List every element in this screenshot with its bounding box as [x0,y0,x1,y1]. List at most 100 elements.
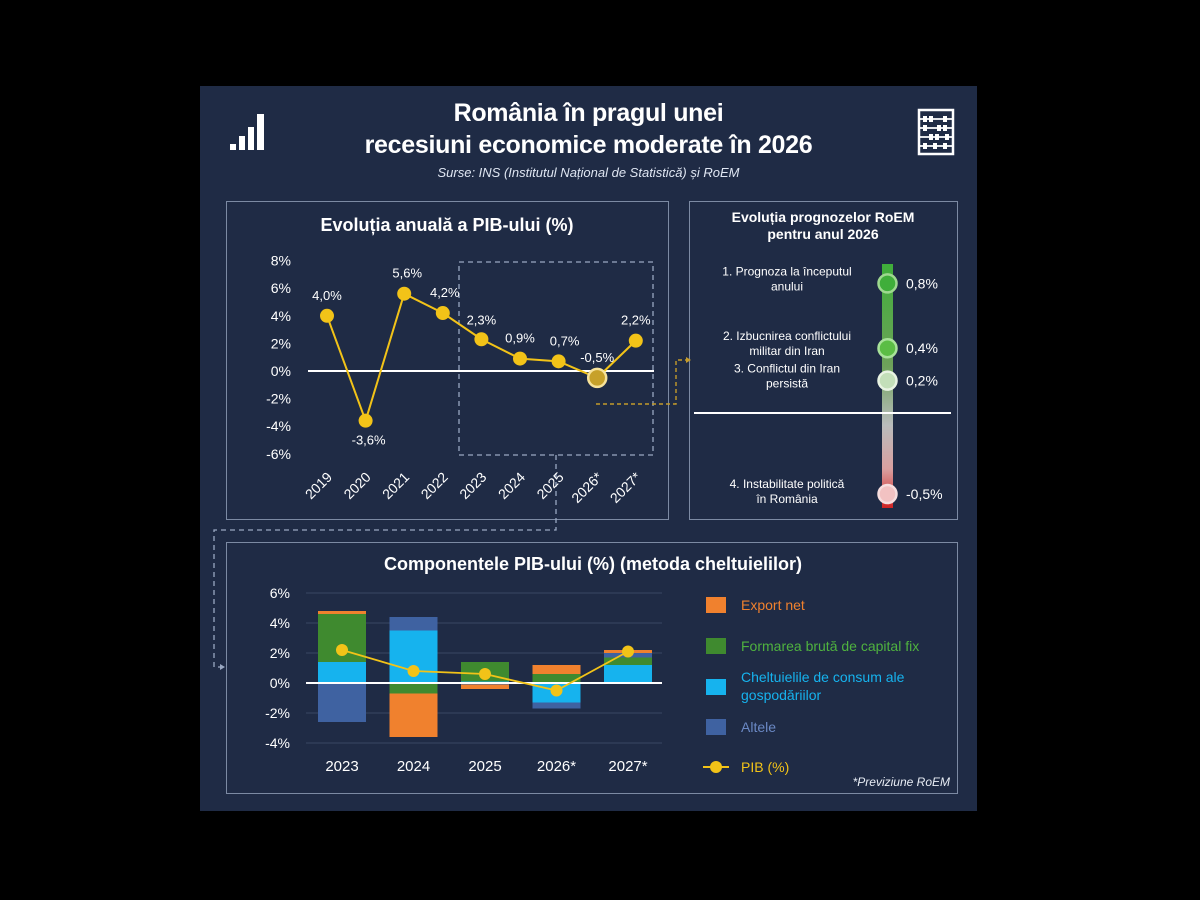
pib-point [407,665,420,677]
infographic-card: România în pragul unei recesiuni economi… [200,86,977,811]
bar-segment [461,684,509,689]
pib-point [479,668,491,680]
gdp-data-label: -3,6% [352,433,386,448]
gdp-data-label: 0,7% [550,333,580,348]
gdp-data-label: 5,6% [392,266,422,281]
line-x-tick-label: 2025 [533,469,566,502]
gdp-point [513,351,527,366]
forecast-label-line2: anului [771,279,803,293]
bar-segment [532,702,581,709]
gdp-point [397,286,412,301]
line-chart-title: Evoluția anuală a PIB-ului (%) [320,215,573,235]
line-y-tick-label: 6% [271,280,291,296]
line-y-tick-label: 4% [271,308,291,324]
legend-label-consum-line2: gospodăriilor [741,687,821,703]
bar-segment [389,683,438,694]
line-y-tick-label: -6% [266,446,291,462]
line-x-tick-label: 2019 [302,469,335,502]
gdp-data-label: 4,2% [430,285,460,300]
bar-segment [604,665,652,683]
gdp-data-label: 2,3% [467,312,497,327]
gdp-point [435,306,450,321]
gdp-data-label: 0,9% [505,331,535,346]
bar-y-tick-label: 4% [270,615,290,631]
forecast-label-line1: 2. Izbucnirea conflictului [723,329,851,343]
bar-x-tick-label: 2023 [325,758,358,775]
pib-point [550,684,563,697]
bar-y-tick-label: -2% [265,705,290,721]
forecast-point [877,370,898,391]
abacus-icon [917,108,955,156]
bar-y-tick-label: 0% [270,675,290,691]
gdp-line-panel [226,201,669,520]
line-x-tick-label: 2027* [607,468,645,506]
legend-swatch-altele [706,719,726,735]
forecast-label-line1: 3. Conflictul din Iran [734,362,840,376]
chart-layer: Evoluția anuală a PIB-ului (%) 8% 6% 4% 2% 0… [213,209,951,789]
legend-swatch-export-net [706,597,726,613]
connector-to-forecast [596,359,689,405]
bar-x-tick-label: 2026* [537,758,576,775]
legend-label-export-net: Export net [741,597,805,613]
gdp-point [586,367,608,389]
pib-point [622,645,634,658]
gdp-point [628,333,643,348]
line-y-tick-label: 8% [271,253,291,269]
gdp-data-label: -0,5% [580,350,614,365]
line-x-tick-label: 2024 [495,469,528,502]
gdp-data-label: 2,2% [621,313,651,328]
legend-swatch-capital [706,638,726,654]
forecast-label-line2: militar din Iran [749,344,824,358]
bar-segment [389,693,438,737]
legend-label-altele: Altele [741,719,776,735]
forecast-label-line2: persistă [766,377,808,391]
line-y-tick-label: -2% [266,391,291,407]
bar-y-tick-label: 2% [270,645,290,661]
bar-segment [318,683,366,722]
forecast-point [877,337,898,359]
bar-y-tick-label: -4% [265,735,290,751]
legend-label-consum-line1: Cheltuielile de consum ale [741,669,905,685]
forecast-highlight-box [458,261,654,456]
bar-segment [389,617,438,631]
forecast-point [877,273,898,294]
bar-x-tick-label: 2025 [468,758,501,775]
line-y-tick-label: 0% [271,363,291,379]
pib-point [336,644,348,656]
forecast-title-line2: pentru anul 2026 [767,226,878,242]
sources-note: Surse: INS (Institutul Național de Stati… [437,165,740,180]
bar-segment [318,662,366,683]
forecast-point [877,483,898,505]
bar-segment [532,674,581,683]
forecast-value-label: -0,5% [906,486,943,502]
bar-x-tick-label: 2024 [397,758,430,775]
bar-segment [604,657,652,665]
line-x-tick-label: 2023 [456,469,489,502]
gdp-data-label: 4,0% [312,288,342,303]
line-y-tick-label: 2% [271,335,291,351]
line-x-tick-label: 2021 [379,469,412,502]
gdp-point [320,308,334,323]
bar-y-tick-label: 6% [270,585,290,601]
legend-swatch-consum [706,679,726,695]
line-x-tick-label: 2020 [340,469,373,502]
bar-x-tick-label: 2027* [608,758,647,775]
forecast-value-label: 0,8% [906,275,938,291]
forecast-label-line2: în România [755,492,818,506]
gdp-point [474,332,489,347]
forecast-value-label: 0,2% [906,373,938,389]
legend-label-capital: Formarea brută de capital fix [741,638,919,654]
components-panel [226,542,958,794]
gdp-point [358,413,373,428]
page-title-line1: România în pragul unei [453,99,724,127]
legend-pib-marker [710,761,722,773]
forecast-value-label: 0,4% [906,340,938,356]
gdp-point [551,354,566,369]
legend-label-pib: PIB (%) [741,759,789,775]
forecast-title-line1: Evoluția prognozelor RoEM [732,209,915,225]
line-x-tick-label: 2022 [418,469,451,502]
connector-to-components [213,455,557,668]
page-title-line2: recesiuni economice moderate în 2026 [364,131,813,159]
line-y-tick-label: -4% [266,418,291,434]
bar-chart-footnote: *Previziune RoEM [853,775,950,789]
